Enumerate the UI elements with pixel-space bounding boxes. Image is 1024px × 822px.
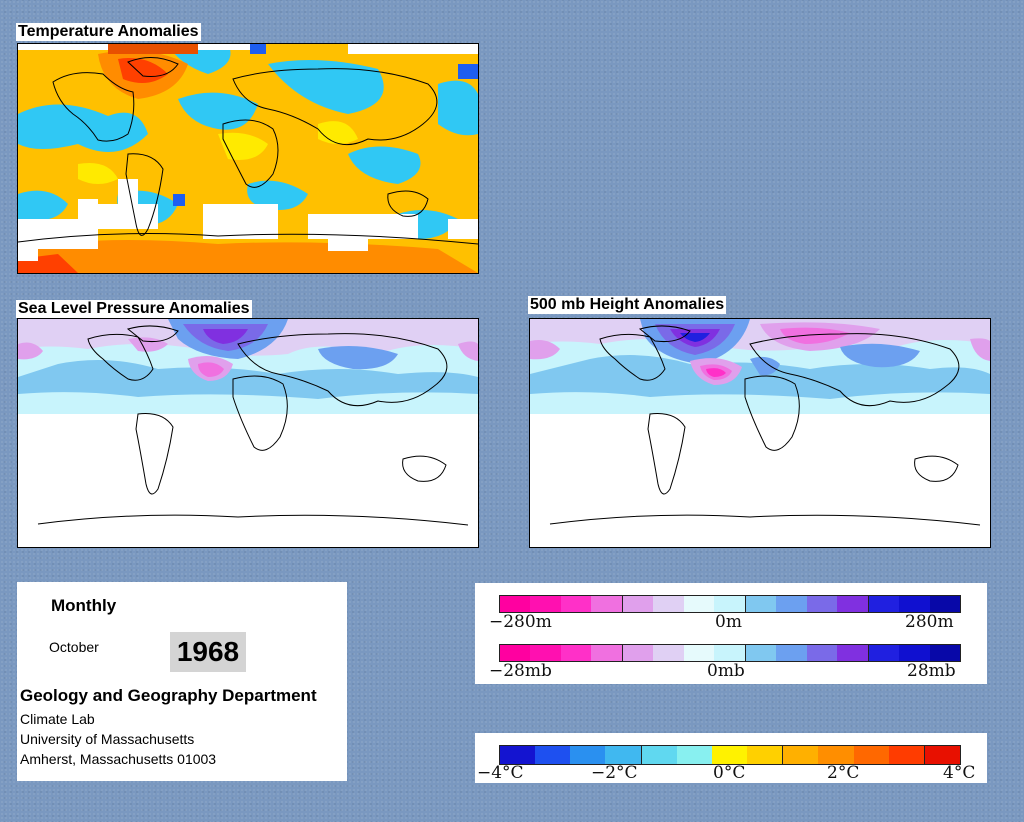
colorbar-segment [621,596,654,612]
colorbar-segment [714,645,745,661]
colorbar-segment [530,596,561,612]
colorbar-segment [776,645,807,661]
period-label: Monthly [51,596,117,615]
colorbar-segment [683,596,715,612]
sea-level-pressure-anomaly-map [17,318,479,548]
colorbar-segment [888,746,924,764]
temperature-anomaly-map [17,43,479,274]
colorbar-segment [653,596,684,612]
temperature-anomalies-title: Temperature Anomalies [16,23,201,41]
colorbar-segment [653,645,684,661]
colorbar-segment [776,596,807,612]
month-label: October [49,639,99,655]
sea-level-pressure-anomalies-title: Sea Level Pressure Anomalies [16,300,252,318]
anomaly-legend-panel: −280m 0m 280m −28mb 0mb 28mb [475,583,987,684]
pressure-anomaly-colorbar [499,644,961,662]
colorbar-segment [867,596,900,612]
temperature-legend-minus4: −4°C [477,763,524,783]
colorbar-segment [500,645,531,661]
info-panel: Monthly October 1968 Geology and Geograp… [17,582,347,781]
colorbar-segment [711,746,748,764]
colorbar-segment [560,645,592,661]
colorbar-segment [560,596,592,612]
colorbar-segment [806,596,838,612]
colorbar-segment [683,645,715,661]
address-line-city: Amherst, Massachusetts 01003 [20,751,217,767]
colorbar-segment [867,645,900,661]
pressure-legend-min: −28mb [489,661,552,681]
height-500mb-anomalies-title: 500 mb Height Anomalies [528,296,727,314]
colorbar-segment [640,746,677,764]
colorbar-segment [530,645,561,661]
height-legend-max: 280m [905,612,954,632]
height-legend-mid: 0m [715,612,742,632]
temperature-anomaly-colorbar [499,745,961,765]
pressure-legend-max: 28mb [907,661,956,681]
colorbar-segment [500,746,536,764]
colorbar-segment [676,746,712,764]
temperature-legend-plus4: 4°C [943,763,976,783]
colorbar-segment [535,746,571,764]
colorbar-segment [621,645,654,661]
year-display: 1968 [170,632,246,672]
height-legend-min: −280m [489,612,552,632]
colorbar-segment [837,645,868,661]
height-anomaly-colorbar [499,595,961,613]
colorbar-segment [591,596,622,612]
colorbar-segment [853,746,889,764]
colorbar-segment [818,746,854,764]
colorbar-segment [929,596,961,612]
address-line-university: University of Massachusetts [20,731,195,747]
height-500mb-anomaly-map [529,318,991,548]
colorbar-segment [899,645,930,661]
colorbar-segment [929,645,961,661]
address-line-lab: Climate Lab [20,711,95,727]
temperature-legend-zero: 0°C [713,763,746,783]
colorbar-segment [570,746,606,764]
colorbar-segment [899,596,930,612]
colorbar-segment [837,596,868,612]
colorbar-segment [744,645,777,661]
colorbar-segment [714,596,745,612]
colorbar-segment [591,645,622,661]
colorbar-segment [744,596,777,612]
colorbar-segment [923,746,961,764]
colorbar-segment [806,645,838,661]
colorbar-segment [605,746,641,764]
colorbar-segment [500,596,531,612]
colorbar-segment [747,746,783,764]
temperature-legend-plus2: 2°C [827,763,860,783]
colorbar-segment [782,746,819,764]
temperature-legend-panel: −4°C −2°C 0°C 2°C 4°C [475,733,987,783]
department-name: Geology and Geography Department [20,686,317,705]
pressure-legend-mid: 0mb [707,661,745,681]
temperature-legend-minus2: −2°C [591,763,638,783]
